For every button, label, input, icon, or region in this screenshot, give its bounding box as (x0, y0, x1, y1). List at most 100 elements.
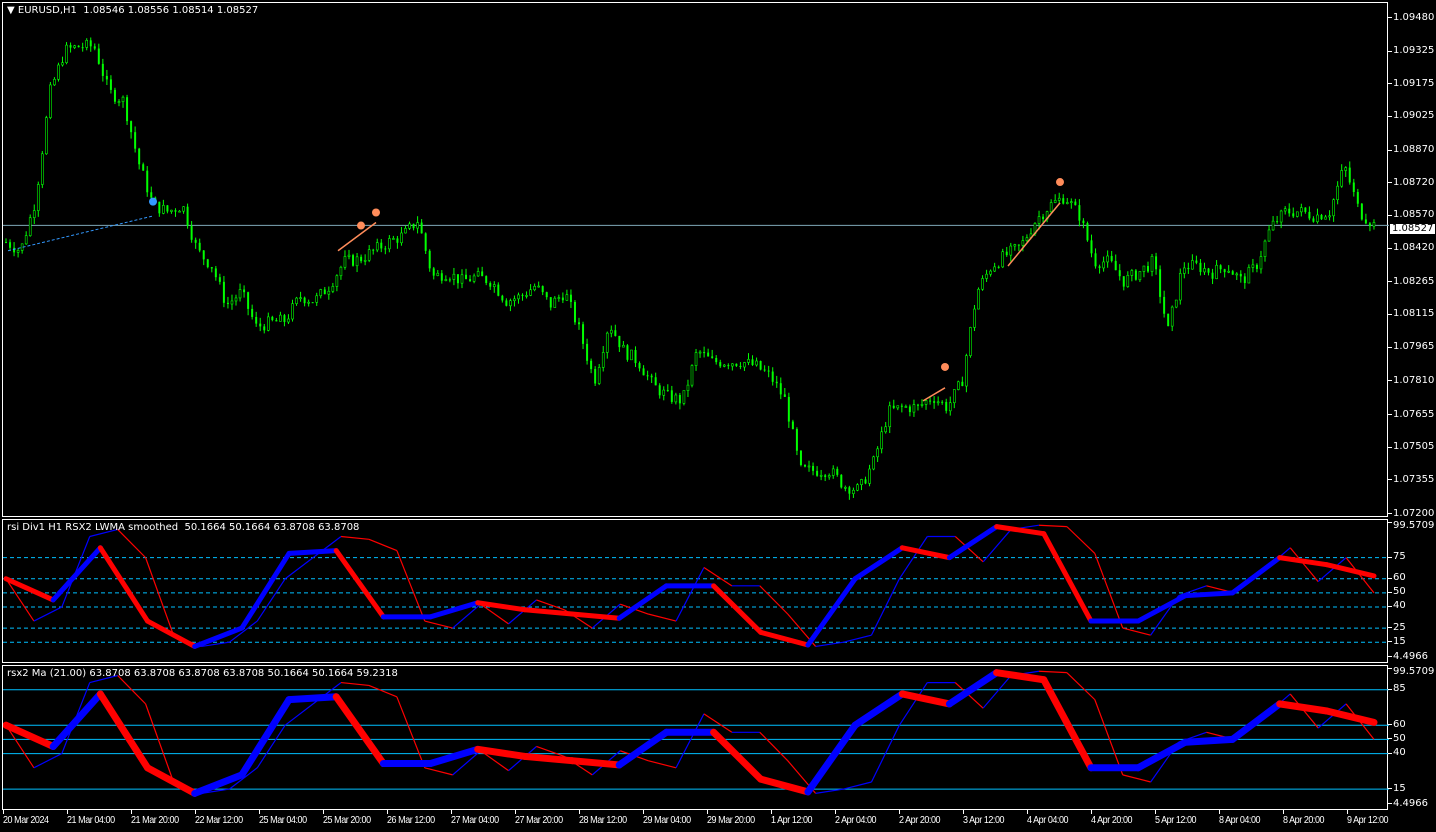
candle-body (727, 365, 730, 367)
candle-body (533, 285, 536, 291)
smoothed-line-segment (50, 545, 103, 603)
candle-body (521, 294, 524, 296)
candle-body (1142, 265, 1146, 272)
candle-body (929, 400, 932, 402)
candle-body (360, 256, 363, 262)
smoothed-line-segment (3, 721, 57, 750)
indicator-axis-label: 60 (1393, 572, 1406, 584)
candle-body (622, 344, 625, 348)
candle-body (497, 284, 500, 296)
candle-body (799, 450, 802, 466)
price-chart-panel[interactable]: ▼ EURUSD,H1 1.08546 1.08556 1.08514 1.08… (2, 2, 1389, 517)
candle-body (816, 470, 819, 476)
candle-body (432, 268, 435, 276)
candle-body (9, 242, 12, 248)
candle-body (259, 323, 262, 327)
candle-body (686, 384, 690, 391)
time-axis-tick (1347, 810, 1348, 814)
candle-body (24, 235, 28, 245)
candle-body (1259, 256, 1263, 270)
axis-tick (1388, 668, 1392, 669)
rsx-line-segment (396, 696, 426, 769)
rsi-div-panel[interactable]: rsi Div1 H1 RSX2 LWMA smoothed 50.1664 5… (2, 519, 1389, 663)
candle-body (178, 210, 181, 213)
candle-body (739, 365, 742, 368)
time-axis-label: 9 Apr 12:00 (1347, 815, 1389, 826)
axis-tick (1388, 556, 1392, 558)
candle-body (440, 273, 443, 281)
candle-body (226, 302, 229, 305)
smoothed-line-segment (898, 690, 953, 708)
candle-body (662, 389, 666, 396)
rsi-div-values: 50.1664 50.1664 63.8708 63.8708 (184, 522, 360, 533)
rsx-line-segment (647, 613, 677, 622)
rsx-line-segment (396, 550, 426, 622)
indicator-axis-label: 50 (1393, 586, 1406, 598)
candle-body (222, 281, 225, 303)
candle-body (715, 357, 718, 363)
rsx2-ma-panel[interactable]: rsx2 Ma (21.00) 63.8708 63.8708 63.8708 … (2, 665, 1389, 810)
candle-body (448, 279, 451, 281)
candle-body (150, 192, 153, 198)
time-axis-tick (259, 810, 260, 814)
candle-body (81, 47, 84, 49)
time-axis-label: 5 Apr 12:00 (1155, 815, 1197, 826)
axis-tick (1388, 752, 1392, 754)
candle-body (1118, 270, 1121, 277)
rsx-line-segment (843, 634, 872, 643)
symbol-label: EURUSD,H1 (17, 5, 77, 16)
candle-body (352, 255, 355, 266)
candle-body (513, 298, 516, 301)
candle-body (1074, 201, 1077, 206)
candle-body (1207, 268, 1210, 273)
candle-body (392, 238, 395, 240)
candle-body (505, 300, 508, 306)
rsx-line-segment (89, 674, 118, 684)
smoothed-line-segment (757, 775, 812, 796)
candle-body (997, 266, 1000, 268)
time-axis-tick (67, 810, 68, 814)
candle-body (989, 270, 992, 275)
candle-body (388, 238, 391, 250)
smoothed-line-segment (144, 764, 199, 797)
candle-body (824, 475, 827, 477)
time-axis-tick (771, 810, 772, 814)
rsx-line-segment (675, 713, 705, 769)
smoothed-line-segment (3, 576, 56, 603)
divergence-line (1007, 202, 1061, 267)
candle-body (582, 324, 585, 344)
smoothed-line-segment (899, 545, 952, 561)
candle-body (335, 275, 339, 287)
rsx-line-segment (1122, 627, 1151, 636)
candle-body (642, 368, 645, 376)
candle-body (586, 343, 589, 361)
rsx-line-segment (424, 620, 453, 629)
candle-body (759, 361, 762, 370)
candle-body (614, 330, 617, 336)
candle-body (1155, 256, 1158, 270)
candle-body (452, 273, 456, 280)
candle-body (916, 404, 919, 406)
smoothed-line-segment (286, 548, 339, 556)
candle-body (509, 300, 512, 307)
candle-body (158, 201, 161, 214)
rsi-div-title-text: rsi Div1 H1 RSX2 LWMA smoothed (7, 522, 179, 533)
candle-body (174, 210, 177, 212)
candle-body (561, 297, 564, 301)
rsx-line-segment (954, 536, 984, 563)
candle-body (807, 465, 811, 468)
candle-body (1211, 272, 1214, 279)
candle-body (89, 40, 92, 47)
candle-body (1219, 265, 1222, 270)
candle-body (775, 381, 778, 384)
rsx-line-segment (982, 675, 1012, 709)
candle-body (146, 170, 149, 193)
candle-body (933, 401, 936, 403)
candle-body (1053, 200, 1057, 203)
candle-body (1332, 199, 1335, 217)
candle-body (1114, 260, 1117, 271)
candle-body (957, 381, 960, 390)
indicator-axis-label: 50 (1393, 732, 1406, 744)
candle-body (247, 292, 250, 309)
candle-body (1267, 229, 1271, 242)
